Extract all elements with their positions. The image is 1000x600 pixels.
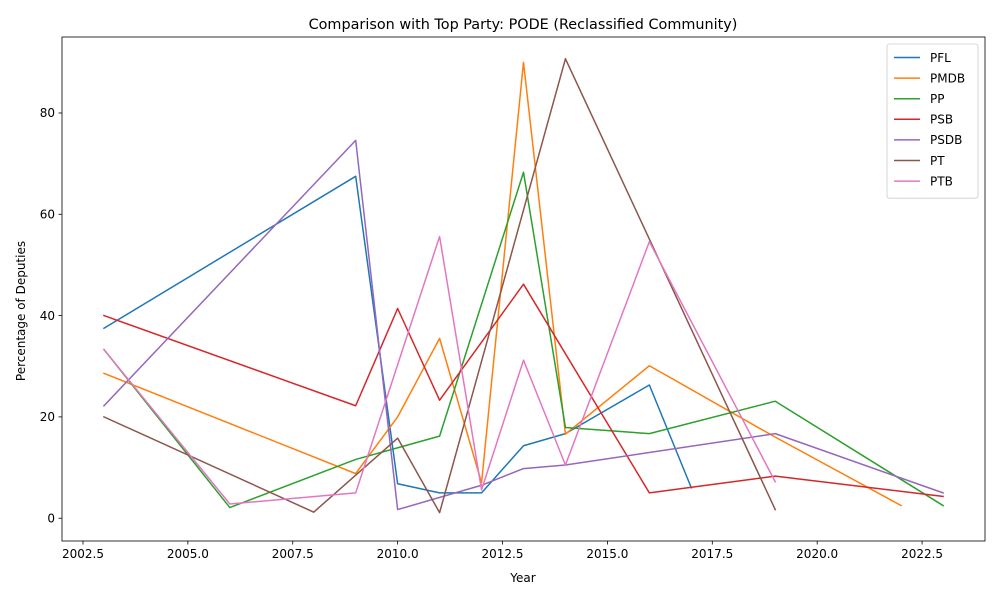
legend-label-ptb: PTB: [930, 174, 953, 188]
series-line-pfl: [102, 175, 693, 494]
legend-label-psdb: PSDB: [930, 133, 962, 147]
series-line-pmdb: [102, 61, 903, 507]
legend: PFL PMDB PP PSB PSDB PT PTB: [886, 43, 979, 199]
x-tick-label: 2002.5: [62, 547, 104, 561]
x-tick-label: 2020.0: [796, 547, 838, 561]
series-line-pp: [102, 171, 945, 509]
x-tick-label: 2007.5: [272, 547, 314, 561]
axes: 2002.5 2005.0 2007.5 2010.0 2012.5 2015.0 2017…: [40, 36, 986, 561]
y-axis-label: Percentage of Deputies: [14, 241, 28, 381]
legend-label-pmdb: PMDB: [930, 71, 965, 85]
legend-label-pfl: PFL: [930, 51, 951, 65]
axes-frame: [61, 36, 986, 542]
series-line-pt: [102, 58, 777, 514]
legend-label-pt: PT: [930, 154, 945, 168]
x-tick-label: 2005.0: [167, 547, 209, 561]
x-tick-label: 2022.5: [901, 547, 943, 561]
y-tick-label: 80: [40, 106, 55, 120]
y-tick-label: 60: [40, 207, 55, 221]
legend-box: [886, 43, 979, 199]
series-line-psb: [102, 283, 944, 498]
x-axis-label: Year: [509, 571, 535, 585]
series-line-ptb: [102, 235, 777, 505]
y-tick-label: 40: [40, 309, 55, 323]
y-tick-label: 0: [47, 511, 55, 525]
plot-area: [102, 58, 945, 514]
series-line-psdb: [102, 139, 945, 511]
x-tick-label: 2015.0: [586, 547, 628, 561]
legend-label-psb: PSB: [930, 113, 953, 127]
chart-title: Comparison with Top Party: PODE (Reclass…: [309, 17, 738, 33]
y-tick-label: 20: [40, 410, 55, 424]
x-tick-label: 2017.5: [691, 547, 733, 561]
x-tick-label: 2010.0: [377, 547, 419, 561]
x-tick-label: 2012.5: [482, 547, 524, 561]
legend-label-pp: PP: [930, 92, 944, 106]
